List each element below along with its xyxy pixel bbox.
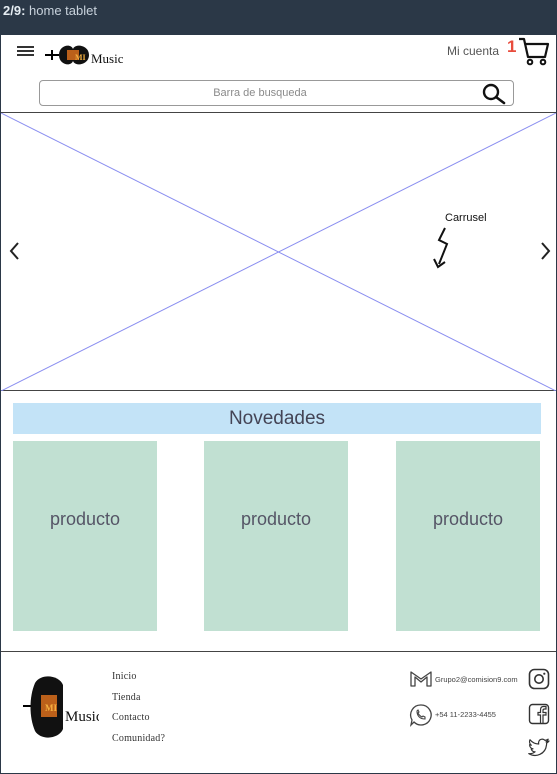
contact-email[interactable]: Grupo2@comision9.com	[435, 675, 518, 684]
footer-logo-text: Music	[65, 709, 99, 725]
contact-phone[interactable]: +54 11-2233-4455	[435, 710, 496, 719]
frame-title: home tablet	[29, 3, 97, 18]
carousel-prev-button[interactable]	[7, 239, 23, 263]
search-icon[interactable]	[481, 83, 507, 105]
cart-icon[interactable]	[518, 35, 550, 67]
logo-text: Music	[91, 51, 123, 66]
twitter-icon[interactable]	[528, 738, 550, 758]
header-divider	[1, 112, 556, 113]
search-bar	[39, 80, 514, 106]
product-card[interactable]: producto	[396, 441, 540, 631]
footer-link-contacto[interactable]: Contacto	[112, 712, 150, 723]
frame-title-bar: 2/9: home tablet	[0, 0, 557, 34]
footer-links: Inicio Tienda Contacto Comunidad?	[112, 671, 165, 753]
facebook-icon[interactable]	[528, 703, 550, 725]
logo[interactable]: MI Music	[45, 39, 123, 73]
footer-link-comunidad[interactable]: Comunidad?	[112, 732, 166, 744]
search-input[interactable]	[40, 81, 480, 105]
svg-text:MI: MI	[45, 703, 57, 713]
whatsapp-icon[interactable]	[409, 703, 433, 727]
tablet-frame: MI Music Mi cuenta 1 Carrusel N	[1, 35, 556, 773]
product-card[interactable]: producto	[13, 441, 157, 631]
product-card[interactable]: producto	[204, 441, 348, 631]
carousel-annotation: Carrusel	[445, 212, 487, 224]
svg-text:MI: MI	[75, 53, 86, 62]
footer-link-inicio[interactable]: Inicio	[112, 671, 137, 682]
annotation-arrow-icon	[433, 227, 449, 269]
novedades-heading: Novedades	[13, 403, 541, 434]
cart-count-badge: 1	[507, 37, 517, 56]
carousel-image-placeholder	[1, 113, 556, 391]
hamburger-icon[interactable]	[17, 46, 34, 56]
account-link[interactable]: Mi cuenta	[447, 44, 500, 58]
carousel: Carrusel	[1, 113, 556, 391]
footer-logo: MI Music	[23, 676, 99, 738]
instagram-icon[interactable]	[528, 668, 550, 690]
frame-index: 2/9:	[3, 3, 26, 18]
carousel-next-button[interactable]	[537, 239, 553, 263]
footer-link-tienda[interactable]: Tienda	[112, 691, 141, 703]
gmail-icon[interactable]	[409, 670, 433, 688]
footer-divider	[1, 651, 556, 652]
